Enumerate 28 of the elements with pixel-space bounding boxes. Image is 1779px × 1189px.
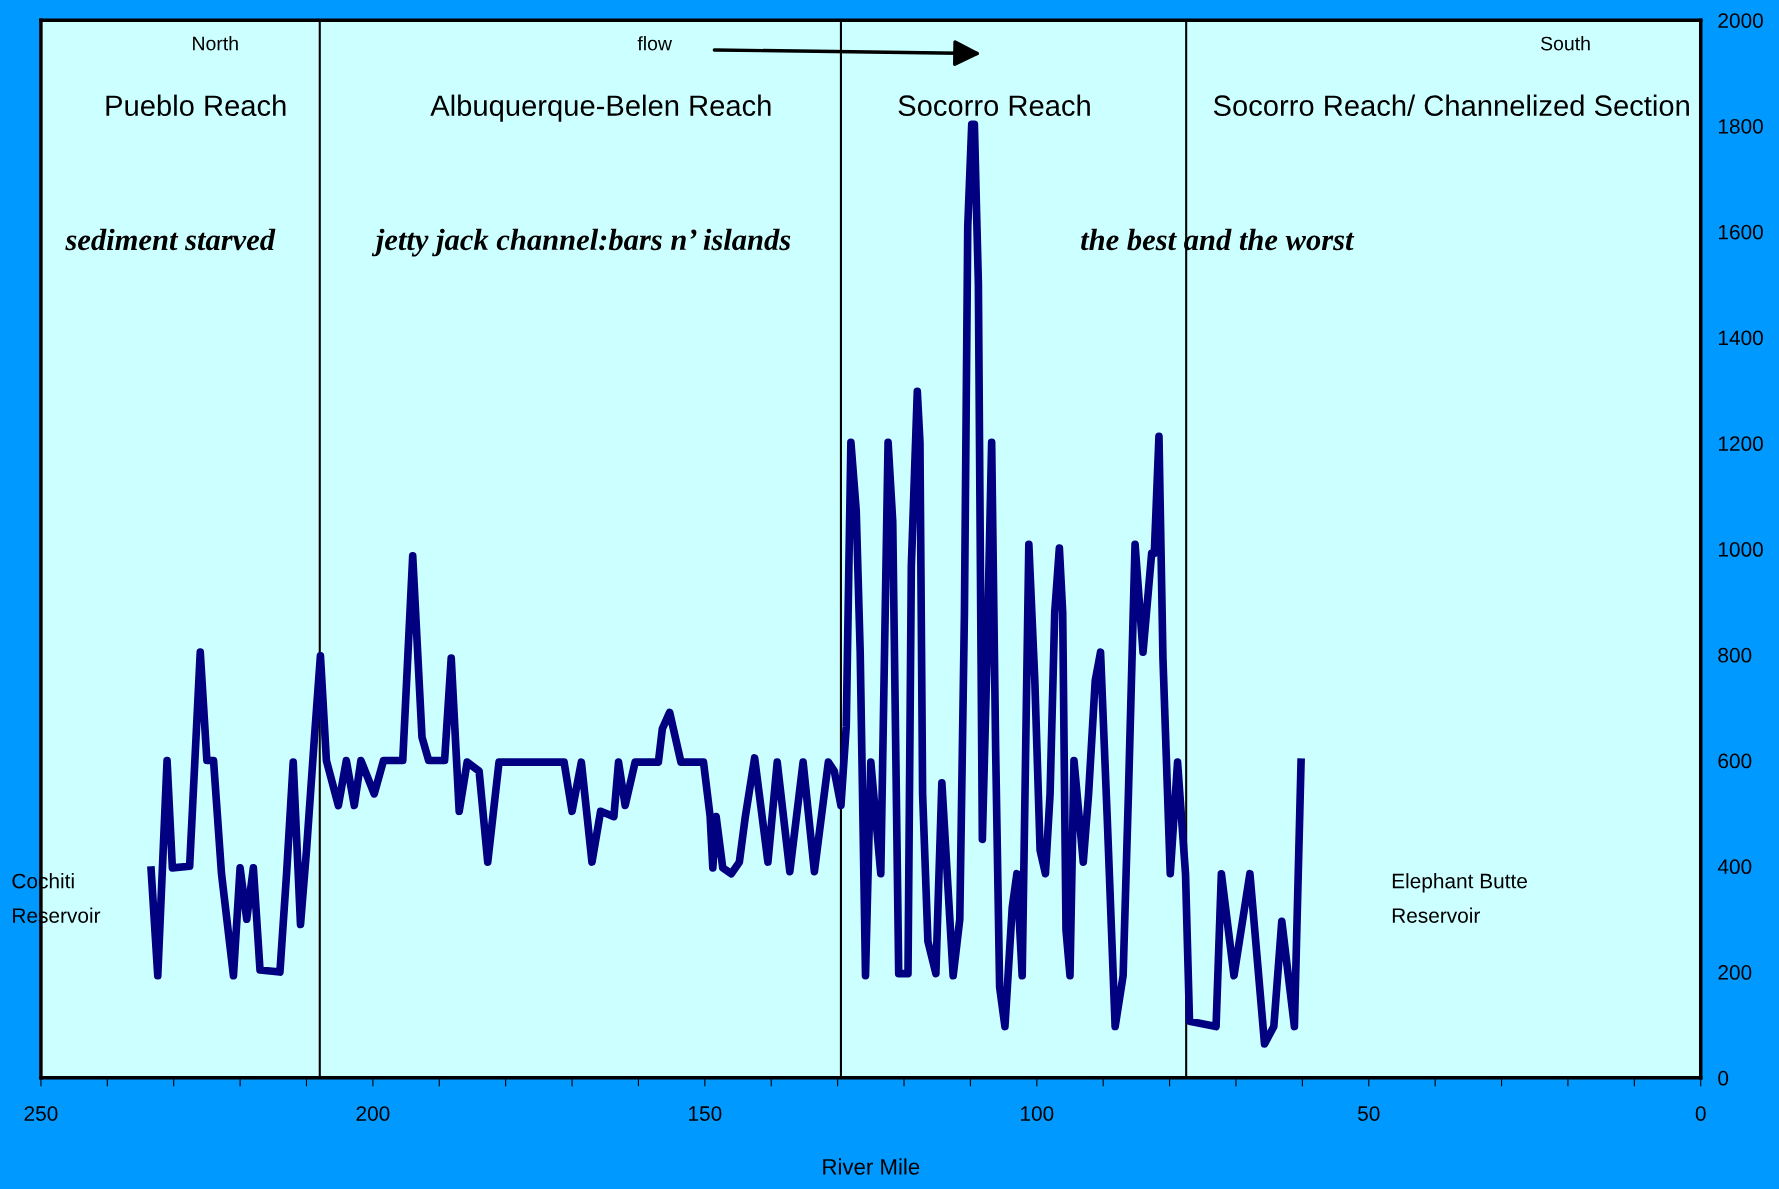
y-tick-label: 200 [1718,965,1752,980]
y-tick-label: 800 [1718,647,1752,663]
y-tick-label: 600 [1718,753,1752,769]
annotation: North [193,36,238,51]
y-tick-label: 1000 [1718,542,1763,557]
annotation: sediment starved [65,228,276,251]
annotation: Socorro Reach/ Channelized Section [1213,94,1689,117]
y-tick-label: 2000 [1718,13,1763,28]
y-tick-label: 400 [1717,859,1752,875]
annotation: flow [637,36,673,51]
annotation: South [1541,36,1590,51]
annotation: Albuquerque-Belen Reach [430,94,771,122]
annotation: Elephant Butte Reservoir [1392,873,1527,923]
annotation: Pueblo Reach [106,94,286,117]
y-tick-label: 0 [1718,1070,1729,1086]
annotation: jetty jack channel:bars n’ islands [371,228,791,257]
annotation: Socorro Reach [898,94,1090,117]
y-tick-label: 1600 [1718,224,1763,240]
x-tick-label: 100 [1021,1106,1054,1121]
y-tick-label: 1800 [1718,118,1763,134]
x-tick-label: 50 [1358,1106,1380,1121]
y-tick-label: 1400 [1718,330,1763,346]
x-tick-label: 200 [356,1106,390,1121]
y-tick-label: 1200 [1718,436,1763,452]
x-tick-label: 250 [24,1106,58,1121]
x-axis-title: River Mile [823,1158,920,1175]
x-tick-label: 0 [1695,1106,1706,1121]
x-tick-label: 150 [689,1106,722,1121]
